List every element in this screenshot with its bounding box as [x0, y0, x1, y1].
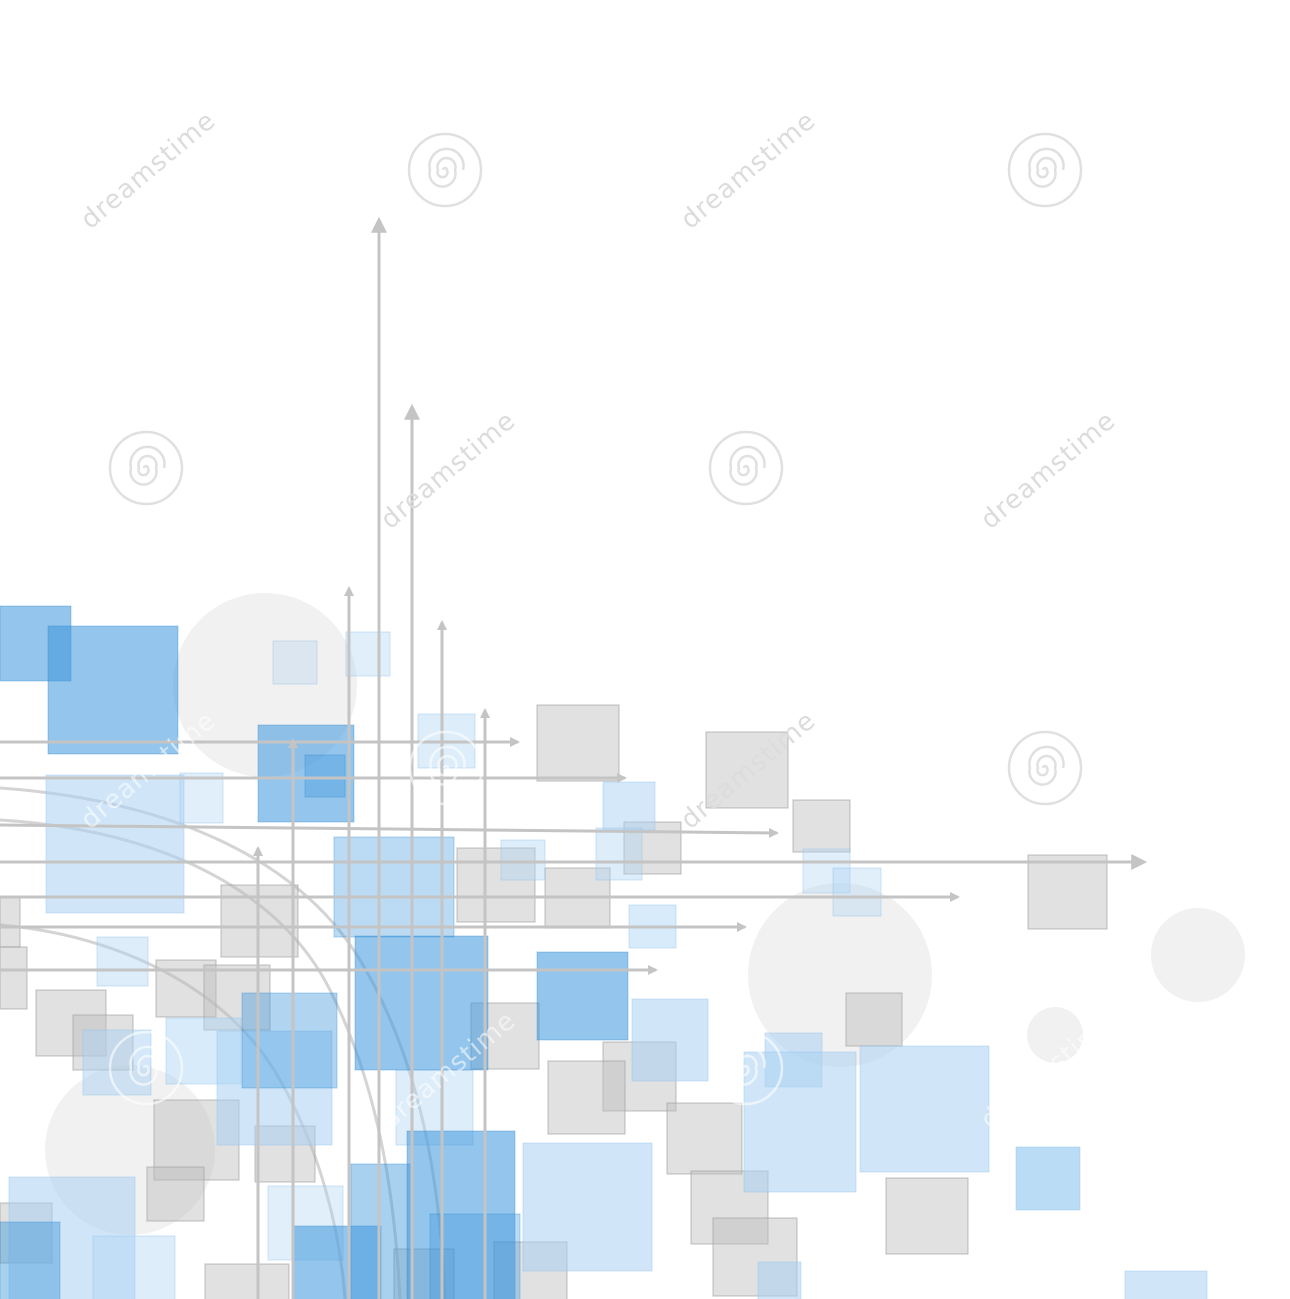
watermark-text: dreamstime: [975, 406, 1122, 536]
blue-square: [429, 1213, 521, 1299]
spiral-logo-icon: [129, 445, 166, 486]
light-blue-square: [522, 1142, 653, 1272]
light-blue-square: [1015, 1146, 1081, 1211]
light-blue-square: [631, 998, 709, 1082]
circle: [1027, 1007, 1083, 1063]
spiral-logo-icon: [729, 445, 766, 486]
watermark-logo: [108, 1030, 184, 1106]
light-blue-square: [45, 774, 185, 914]
blue-square: [304, 754, 346, 798]
gray-square: [146, 1166, 205, 1222]
blue-square: [0, 1221, 61, 1299]
arrow-right: [0, 823, 779, 838]
gray-square: [885, 1177, 969, 1255]
watermark-logo: [108, 430, 184, 506]
light-blue-square: [757, 1261, 802, 1299]
watermark-logo: [708, 1030, 784, 1106]
vertical-arrows: [253, 216, 490, 1299]
gray-square: [666, 1102, 743, 1175]
gray-square: [456, 847, 536, 923]
gray-square: [1027, 854, 1108, 930]
blue-square: [354, 935, 489, 1071]
watermark-logo: [408, 730, 484, 806]
spiral-logo-icon: [429, 745, 466, 786]
gray-square: [0, 896, 21, 948]
spiral-logo-icon: [428, 147, 465, 188]
watermark-logo: [407, 132, 483, 208]
light-blue-square: [345, 631, 391, 677]
blue-square: [536, 951, 629, 1041]
blue-square: [333, 836, 455, 938]
spiral-logo-icon: [129, 1045, 166, 1086]
horizontal-arrows: [0, 737, 1148, 975]
light-blue-square: [8, 1176, 136, 1299]
watermark-logo: [708, 430, 784, 506]
watermark-text: dreamstime: [675, 106, 822, 236]
blue-square: [241, 992, 338, 1089]
circle: [1151, 908, 1245, 1002]
gray-square: [845, 992, 903, 1047]
light-blue-square: [595, 827, 643, 881]
gray-square: [705, 731, 789, 809]
gray-square: [547, 1060, 626, 1135]
gray-square: [204, 1263, 290, 1299]
gray-square: [792, 799, 851, 853]
watermark-text: dreamstime: [375, 406, 522, 536]
blue-square: [47, 625, 179, 755]
circle: [748, 883, 932, 1067]
light-blue-square: [272, 640, 318, 685]
gray-square: [0, 946, 28, 1010]
light-blue-square: [743, 1051, 857, 1193]
light-blue-square: [602, 781, 656, 831]
gray-square: [536, 704, 620, 782]
light-blue-square: [92, 1235, 176, 1299]
light-blue-square: [802, 848, 851, 894]
spiral-logo-icon: [1028, 147, 1065, 188]
light-blue-square: [859, 1045, 990, 1173]
light-blue-square: [832, 867, 882, 917]
background-circles: [45, 593, 1245, 1235]
light-blue-square: [179, 772, 224, 824]
light-blue-square: [96, 936, 149, 987]
watermark-logo: [1007, 730, 1083, 806]
blue-square: [291, 1225, 382, 1299]
light-blue-square: [500, 839, 546, 881]
light-blue-square: [216, 1030, 333, 1146]
watermark-logo: [1007, 132, 1083, 208]
light-blue-square: [1124, 1270, 1208, 1299]
watermark-text: dreamstime: [75, 106, 222, 236]
blue-square: [406, 1130, 516, 1299]
spiral-logo-icon: [1028, 745, 1065, 786]
spiral-logo-icon: [729, 1045, 766, 1086]
